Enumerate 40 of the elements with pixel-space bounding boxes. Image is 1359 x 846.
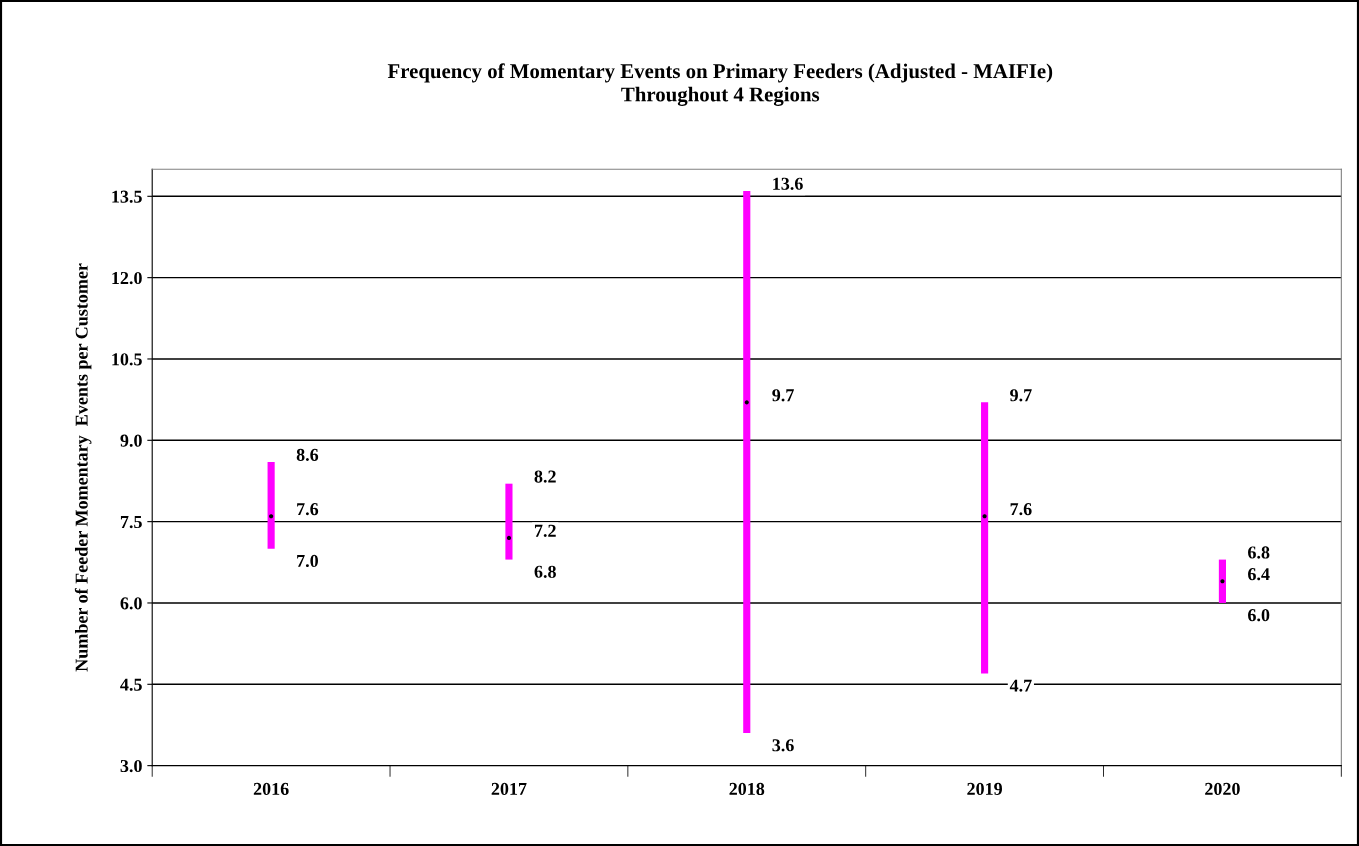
point [1220, 579, 1225, 584]
point [269, 514, 274, 519]
bar [505, 483, 513, 560]
annotation: 6.0 [1248, 609, 1270, 622]
x-tick-label: 2016 [253, 782, 289, 795]
bar [743, 190, 751, 734]
x-tick-label: 2017 [491, 782, 527, 795]
x-tick-label: 2019 [967, 782, 1002, 795]
y-axis-title: Number of Feeder Momentary Events per Customer [74, 263, 92, 672]
y-tick-label: 3.0 [120, 759, 142, 773]
annotation: 9.7 [1010, 389, 1032, 402]
y-tick-label: 9.0 [120, 434, 142, 447]
annotation: 4.7 [1009, 679, 1032, 692]
annotation: 8.6 [296, 448, 319, 462]
annotation: 7.6 [297, 503, 319, 516]
annotation: 9.7 [772, 389, 794, 402]
annotation: 7.6 [1010, 503, 1032, 516]
annotation: 6.8 [534, 565, 556, 578]
bar [1218, 559, 1226, 603]
y-tick-label: 4.5 [120, 678, 142, 691]
y-tick-label: 7.5 [120, 516, 142, 529]
point [982, 514, 987, 519]
bar [981, 402, 989, 674]
annotation: 13.6 [773, 177, 803, 190]
y-tick-label: 12.0 [112, 271, 142, 285]
y-tick-label: 6.0 [120, 597, 142, 610]
annotation: 7.0 [297, 554, 318, 568]
annotation: 3.6 [772, 739, 794, 752]
point [506, 535, 512, 540]
chart-title: Frequency of Momentary Events on Primary Feeders (Adjusted - MAIFIe) Throughout 4 Regions [387, 63, 1053, 106]
y-tick-label: 13.5 [112, 190, 142, 203]
annotation: 7.2 [534, 524, 556, 537]
annotation: 6.8 [1248, 546, 1270, 559]
point [744, 400, 749, 405]
bar [267, 461, 275, 549]
annotation: 6.4 [1248, 568, 1270, 581]
annotation: 8.2 [534, 470, 556, 483]
x-tick-label: 2018 [729, 782, 765, 795]
y-tick-label: 10.5 [112, 353, 142, 366]
x-tick-label: 2020 [1205, 782, 1240, 795]
